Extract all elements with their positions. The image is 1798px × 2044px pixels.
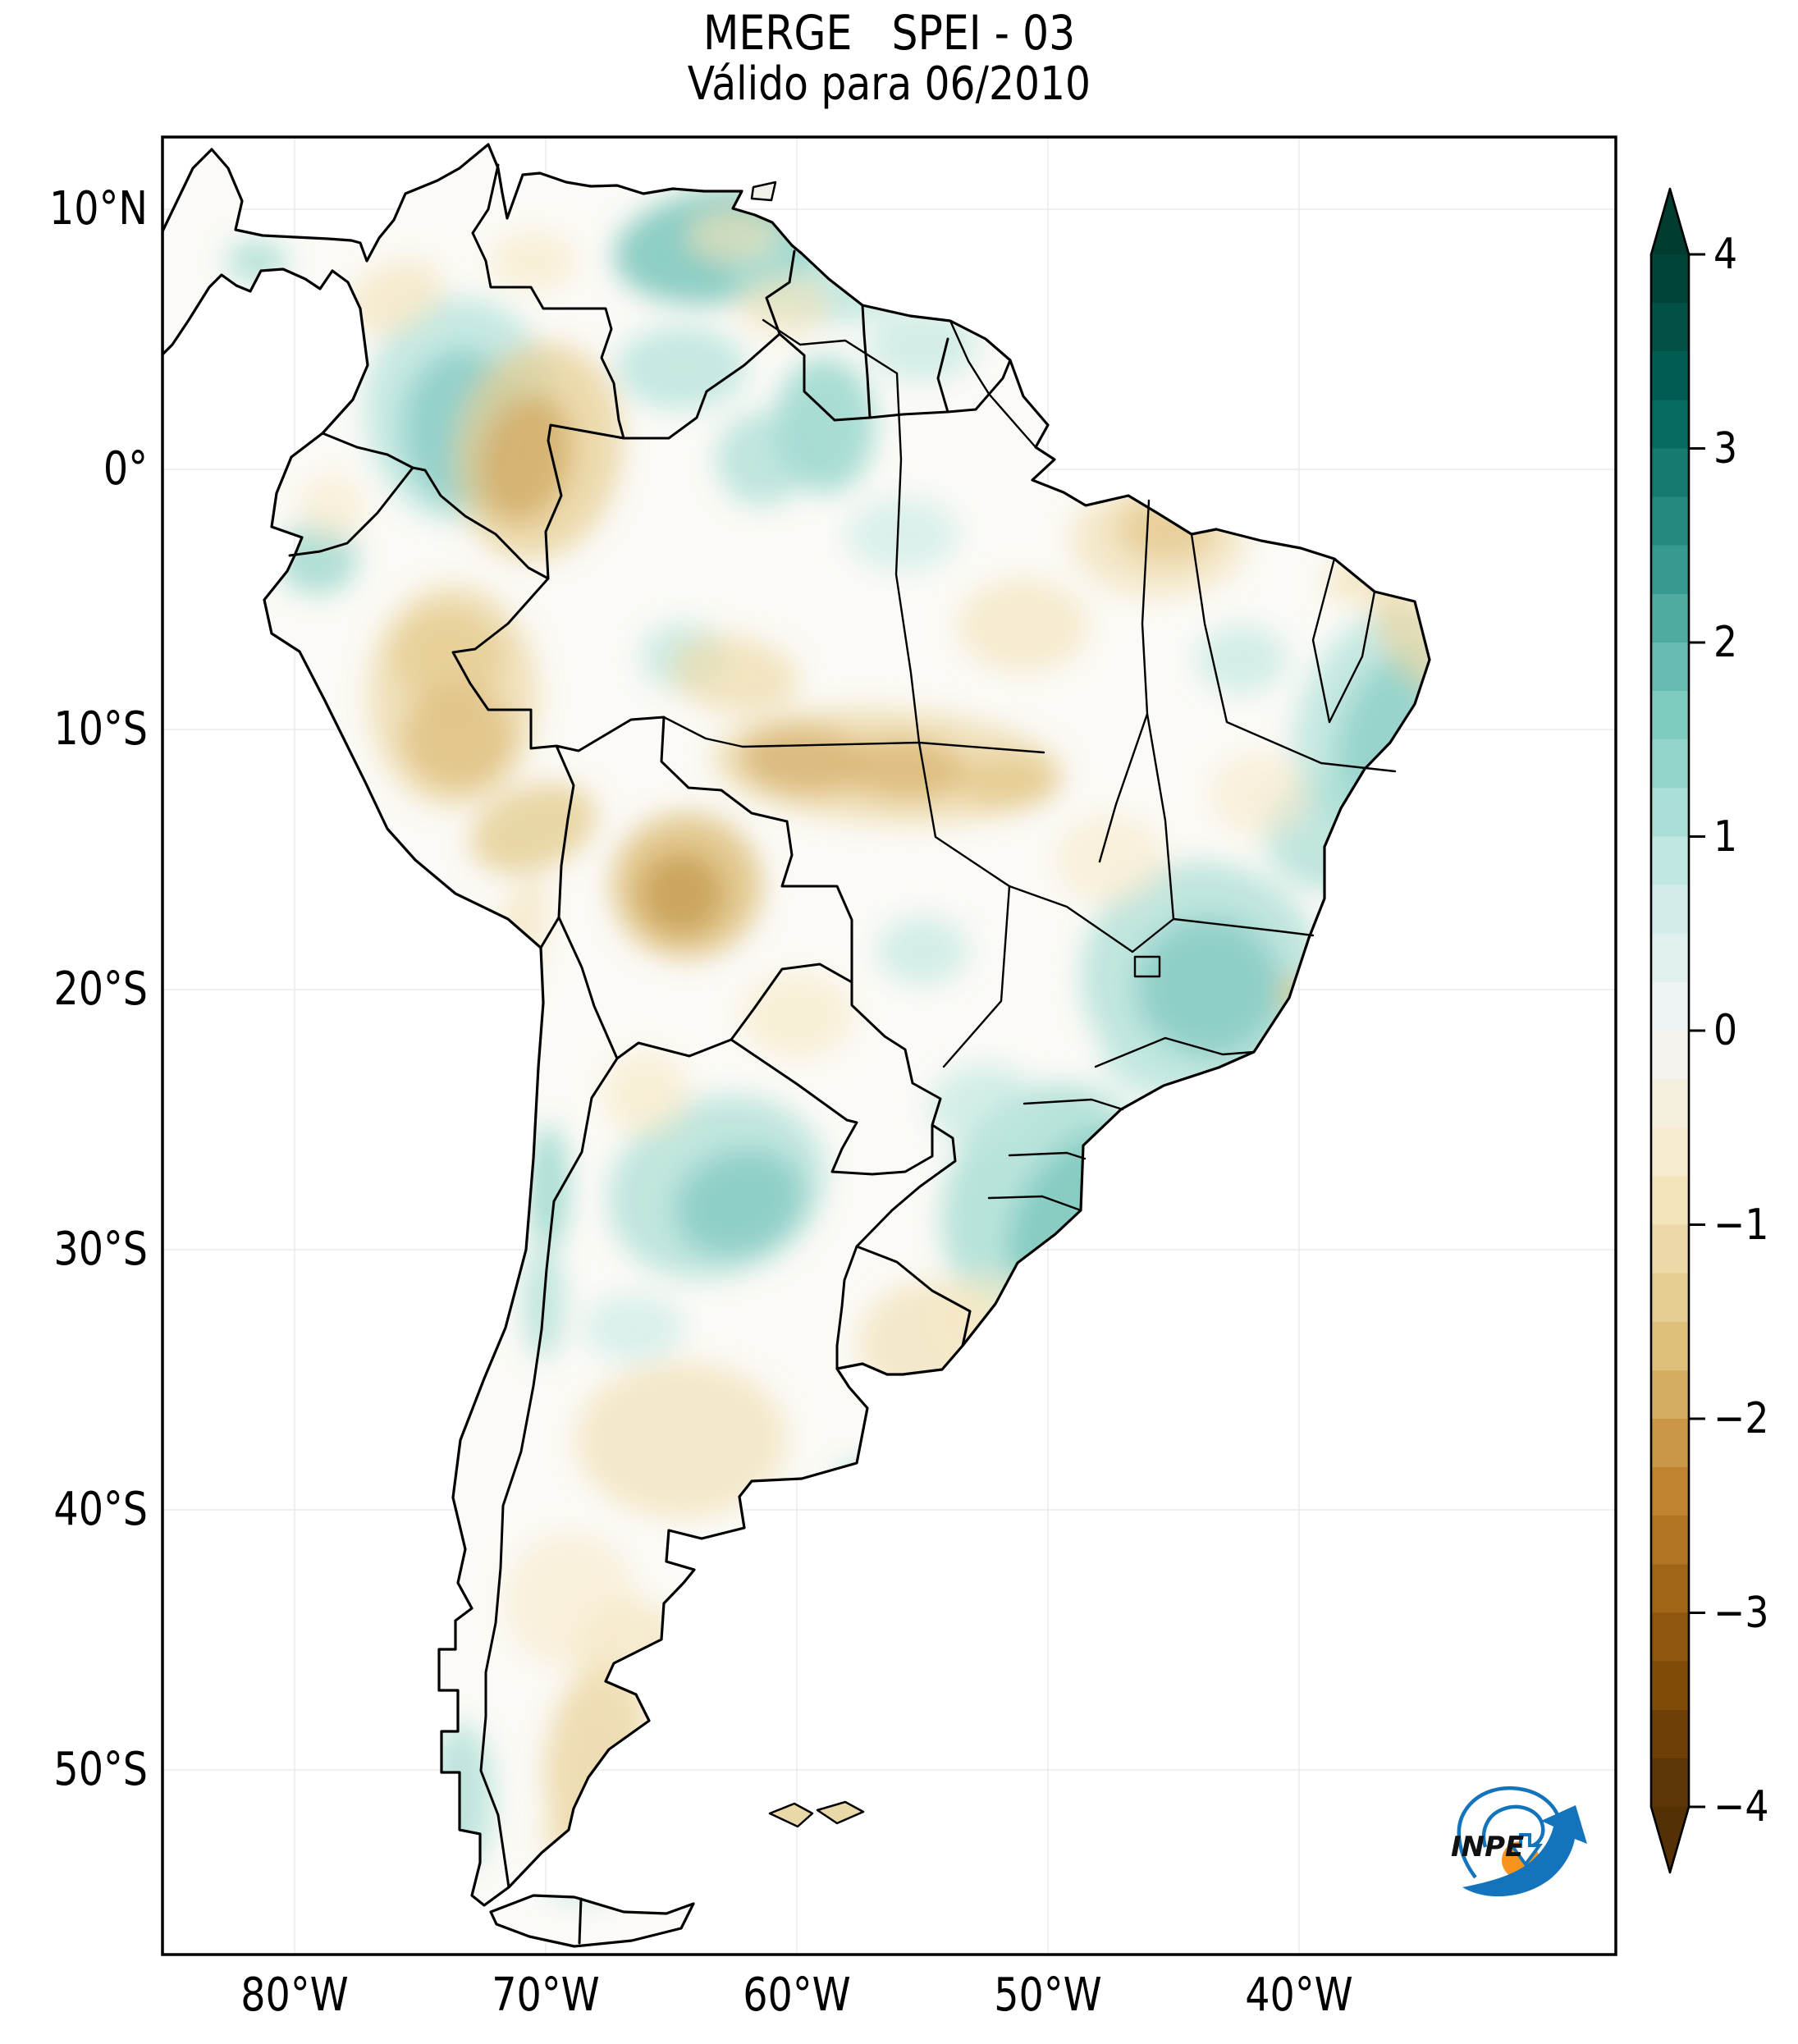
dry-anomaly-blob <box>1211 752 1312 837</box>
figure-title-block: MERGE SPEI - 03 Válido para 06/2010 <box>162 7 1616 110</box>
x-tick-label: 50°W <box>994 1969 1102 2022</box>
dry-anomaly-blob <box>506 1533 637 1669</box>
dry-anomaly-blob <box>741 974 853 1058</box>
dry-anomaly-blob <box>689 209 780 262</box>
wet-anomaly-blob <box>835 1463 900 1516</box>
falkland-west-island <box>768 1802 814 1828</box>
figure-subtitle-text: Válido para 06/2010 <box>687 57 1091 111</box>
wet-anomaly-blob <box>877 917 968 985</box>
x-tick-label: 60°W <box>743 1969 851 2022</box>
x-tick-label: 80°W <box>240 1969 349 2022</box>
colorbar-tick-label: 3 <box>1713 423 1738 473</box>
inpe-logo-swirl-inner <box>1481 1804 1545 1849</box>
dry-anomaly-blob <box>470 783 597 874</box>
wet-anomaly-blob <box>716 412 807 506</box>
inpe-logo: INPE <box>1451 1786 1587 1897</box>
dry-anomaly-blob <box>540 1811 627 1859</box>
dry-anomaly-blob <box>1372 583 1430 693</box>
inpe-logo-down-arrow <box>1509 1833 1543 1868</box>
wet-anomaly-blob <box>583 1294 684 1362</box>
dry-anomaly-blob <box>347 260 443 336</box>
wet-anomaly-blob <box>930 1065 1041 1149</box>
y-tick-label: 10°N <box>49 182 148 235</box>
dry-anomaly-blob <box>958 578 1089 673</box>
map-frame <box>161 135 1617 1956</box>
colorbar-top-arrow <box>1651 189 1689 254</box>
colorbar-tick-label: 2 <box>1713 618 1738 667</box>
spei-anomaly-field <box>226 187 1430 1903</box>
dry-anomaly-blob <box>1055 815 1167 904</box>
colorbar-bottom-arrow <box>1651 1807 1689 1873</box>
dry-anomaly-blob <box>300 474 365 542</box>
islands <box>750 181 865 1828</box>
x-tick-label: 70°W <box>492 1969 600 2022</box>
dry-anomaly-blob <box>490 232 576 290</box>
colorbar-tick-label: 4 <box>1713 230 1738 279</box>
wet-anomaly-blob <box>528 1124 569 1251</box>
dry-anomaly-blob <box>1070 482 1247 597</box>
figure-title-text: MERGE SPEI - 03 <box>702 5 1076 61</box>
y-tick-label: 0° <box>103 442 148 496</box>
state-borders <box>662 318 1397 1212</box>
wet-anomaly-blob <box>608 1095 826 1279</box>
colorbar-gradient-bar <box>1651 254 1689 1807</box>
trinidad-island <box>750 181 777 202</box>
y-tick-label: 10°S <box>53 702 148 756</box>
y-tick-label: 40°S <box>53 1483 148 1536</box>
colorbar <box>1649 187 1705 1874</box>
dry-anomaly-blob <box>367 583 538 808</box>
colorbar-tick-marks <box>1689 253 1705 1809</box>
colorbar-tick-label: 0 <box>1713 1006 1738 1055</box>
dry-anomaly-blob <box>611 812 762 959</box>
x-tick-label: 40°W <box>1245 1969 1353 2022</box>
wet-anomaly-blob <box>615 326 747 410</box>
inpe-logo-up-arrow <box>1462 1805 1587 1897</box>
dry-anomaly-blob <box>454 342 623 560</box>
figure-title: MERGE SPEI - 03 <box>162 7 1616 59</box>
dry-anomaly-blob <box>575 1361 787 1518</box>
dry-anomaly-blob <box>711 707 1064 825</box>
wet-anomaly-blob <box>867 308 978 382</box>
y-tick-label: 30°S <box>53 1223 148 1276</box>
country-borders <box>288 163 1012 1945</box>
colorbar-tick-label: −4 <box>1713 1782 1769 1831</box>
wet-anomaly-blob <box>1081 862 1322 1091</box>
colorbar-tick-label: −2 <box>1713 1394 1769 1443</box>
colorbar-tick-label: −1 <box>1713 1200 1769 1250</box>
y-tick-label: 20°S <box>53 963 148 1016</box>
wet-anomaly-blob <box>847 497 958 571</box>
inpe-logo-text: INPE <box>1451 1831 1524 1863</box>
wet-anomaly-blob <box>1196 625 1288 693</box>
y-tick-label: 50°S <box>53 1743 148 1796</box>
figure-subtitle: Válido para 06/2010 <box>162 59 1616 110</box>
falkland-east-island <box>816 1800 865 1825</box>
dry-anomaly-blob <box>739 274 830 337</box>
colorbar-tick-label: −3 <box>1713 1588 1769 1638</box>
colorbar-tick-label: 1 <box>1713 812 1738 862</box>
dry-anomaly-blob <box>603 1052 689 1136</box>
dry-anomaly-blob <box>669 634 799 716</box>
